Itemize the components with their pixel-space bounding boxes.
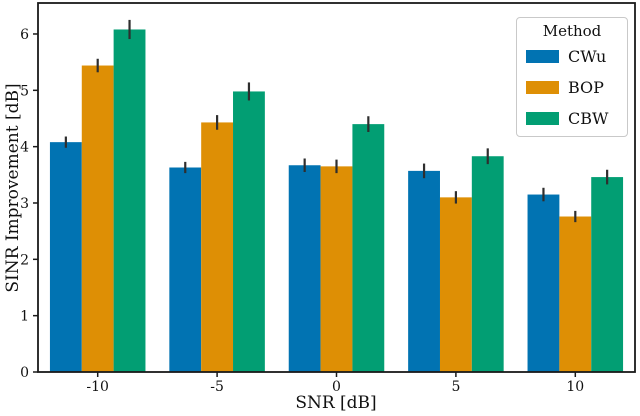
- bar-BOP-snr-10: [559, 216, 592, 372]
- x-tick-label-10: 10: [566, 379, 584, 395]
- bar-BOP-snr--10: [81, 65, 114, 372]
- x-tick-label-0: 0: [332, 379, 341, 395]
- y-tick-label-3: 3: [20, 196, 29, 212]
- y-tick-label-5: 5: [20, 83, 29, 99]
- bar-BOP-snr-5: [439, 197, 472, 372]
- x-tick-label--5: -5: [210, 379, 224, 395]
- bar-BOP-snr--5: [201, 122, 234, 373]
- bar-CWu-snr-10: [527, 194, 560, 372]
- x-axis-label: SNR [dB]: [295, 393, 377, 413]
- bar-CWu-snr--10: [49, 142, 82, 372]
- x-tick-label-5: 5: [451, 379, 460, 395]
- legend-item-BOP: BOP: [526, 78, 618, 97]
- bar-CBW-snr-5: [471, 156, 504, 372]
- bar-CBW-snr--5: [233, 91, 265, 372]
- legend-swatch-CWu: [526, 50, 559, 63]
- legend-swatch-CBW: [526, 112, 559, 125]
- legend-item-CBW: CBW: [526, 109, 618, 128]
- bar-CWu-snr--5: [169, 167, 202, 372]
- bar-CBW-snr-0: [352, 124, 385, 373]
- bar-CBW-snr-10: [591, 177, 624, 372]
- bar-CBW-snr--10: [113, 29, 146, 372]
- y-tick-label-6: 6: [20, 27, 29, 43]
- legend-label-CWu: CWu: [568, 47, 607, 66]
- y-tick-label-4: 4: [20, 140, 29, 156]
- legend-label-CBW: CBW: [568, 109, 609, 128]
- bar-CWu-snr-5: [408, 170, 440, 372]
- legend-title: Method: [542, 22, 602, 40]
- legend-label-BOP: BOP: [568, 78, 604, 97]
- legend: Method CWu BOP CBW: [516, 17, 628, 137]
- y-tick-label-1: 1: [20, 309, 29, 325]
- y-tick-label-0: 0: [20, 365, 29, 381]
- x-tick-label--10: -10: [86, 379, 109, 395]
- legend-item-CWu: CWu: [526, 47, 618, 66]
- y-axis-label: SINR Improvement [dB]: [3, 83, 23, 293]
- legend-swatch-BOP: [526, 81, 559, 94]
- y-tick-label-2: 2: [20, 252, 29, 268]
- bar-BOP-snr-0: [320, 166, 353, 372]
- legend-items: CWu BOP CBW: [526, 47, 618, 128]
- bar-CWu-snr-0: [288, 165, 321, 372]
